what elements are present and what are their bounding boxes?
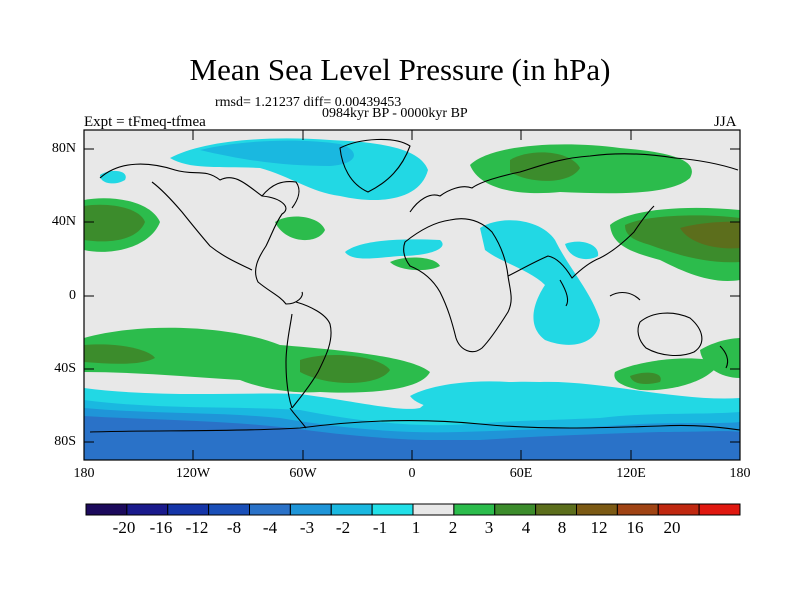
colorbar-box (330, 503, 373, 516)
lon-label-120e: 120E (616, 466, 646, 481)
colorbar-label: -12 (185, 518, 209, 537)
lon-label-60w: 60W (289, 466, 317, 481)
colorbar-box (126, 503, 169, 516)
colorbar (85, 503, 741, 516)
colorbar-box (616, 503, 659, 516)
colorbar-label: -16 (149, 518, 173, 537)
experiment-label: Expt = tFmeq-tfmea (84, 114, 206, 130)
lat-label-0: 0 (69, 288, 76, 303)
colorbar-label: -4 (262, 518, 278, 537)
colorbar-label: 3 (484, 518, 494, 537)
colorbar-box (494, 503, 537, 516)
coastlines (89, 138, 740, 433)
lon-label-180e: 180 (729, 466, 751, 481)
map-title: Mean Sea Level Pressure (in hPa) (189, 52, 611, 87)
pacific-positive-core (680, 221, 740, 249)
colorbar-label: 12 (590, 518, 608, 537)
south-atlantic-negative-anomaly (410, 381, 548, 413)
colorbar-label: -8 (226, 518, 242, 537)
season-label: JJA (714, 114, 737, 130)
colorbar-box (657, 503, 700, 516)
colorbar-label: 20 (663, 518, 681, 537)
lat-label-40s: 40S (54, 361, 76, 376)
lat-label-40n: 40N (51, 214, 76, 229)
indian-ocean-negative-anomaly (480, 220, 600, 345)
colorbar-box (453, 503, 496, 516)
colorbar-label: -2 (335, 518, 351, 537)
lon-label-0: 0 (408, 466, 416, 481)
tasman-positive (700, 338, 740, 378)
lat-label-80s: 80S (54, 434, 76, 449)
colorbar-box (576, 503, 618, 516)
colorbar-box (208, 503, 250, 516)
colorbar-box (412, 503, 455, 516)
axis-ticks (83, 130, 741, 460)
colorbar-box (249, 503, 291, 516)
lon-label-120w: 120W (175, 466, 211, 481)
lon-label-60e: 60E (509, 466, 533, 481)
colorbar-label: -20 (112, 518, 136, 537)
colorbar-box (289, 503, 332, 516)
lon-label-180w: 180 (73, 466, 95, 481)
sahara-positive (390, 257, 440, 271)
colorbar-label: -1 (372, 518, 388, 537)
colorbar-label: 1 (411, 518, 421, 537)
colorbar-box (698, 503, 741, 516)
lat-label-80n: 80N (51, 141, 76, 156)
asia-arctic-negative (100, 170, 126, 184)
north-atlantic-negative-anomaly (345, 239, 443, 259)
australia-south-positive-core (630, 372, 661, 384)
stats-line: rmsd= 1.21237 diff= 0.00439453 (215, 95, 402, 110)
colorbar-label: 2 (448, 518, 458, 537)
period-line: 0984kyr BP - 0000kyr BP (322, 106, 468, 121)
colorbar-label: 16 (626, 518, 644, 537)
colorbar-box (535, 503, 577, 516)
pressure-field (84, 130, 740, 460)
south-pacific-positive-2 (84, 344, 155, 364)
colorbar-box (167, 503, 210, 516)
colorbar-label: 8 (557, 518, 567, 537)
atlantic-positive (275, 216, 325, 241)
colorbar-box (85, 503, 128, 516)
north-pacific-positive-2 (84, 204, 145, 242)
colorbar-box (371, 503, 414, 516)
middle-east-negative (565, 241, 599, 260)
colorbar-label: -3 (299, 518, 315, 537)
colorbar-label: 4 (521, 518, 531, 537)
arctic-negative-anomaly-2 (200, 140, 354, 166)
